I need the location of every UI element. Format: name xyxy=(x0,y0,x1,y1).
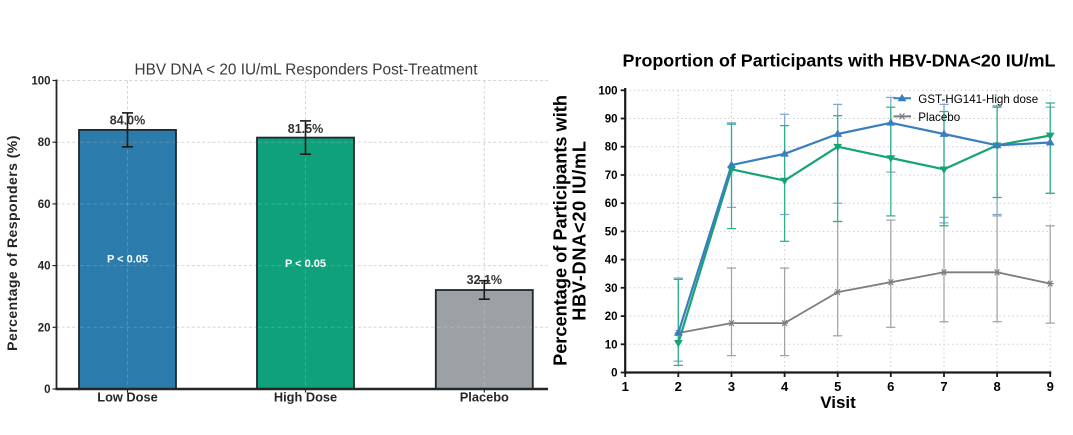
svg-text:Low Dose: Low Dose xyxy=(97,390,157,405)
svg-text:100: 100 xyxy=(598,85,617,97)
svg-text:80: 80 xyxy=(38,137,51,149)
svg-text:Placebo: Placebo xyxy=(460,390,509,405)
svg-text:84.0%: 84.0% xyxy=(110,114,145,128)
svg-text:Percentage of Participants wit: Percentage of Participants with xyxy=(551,95,571,366)
svg-text:4: 4 xyxy=(781,379,789,394)
svg-text:32.1%: 32.1% xyxy=(467,273,502,287)
svg-text:50: 50 xyxy=(605,226,618,238)
svg-text:20: 20 xyxy=(38,322,51,334)
svg-text:40: 40 xyxy=(605,255,618,267)
svg-text:HBV-DNA<20 IU/mL: HBV-DNA<20 IU/mL xyxy=(569,140,589,320)
svg-text:Percentage of Responders (%): Percentage of Responders (%) xyxy=(4,135,20,351)
svg-text:100: 100 xyxy=(31,76,50,88)
svg-text:20: 20 xyxy=(605,311,618,323)
svg-text:High Dose: High Dose xyxy=(274,390,337,405)
svg-text:P < 0.05: P < 0.05 xyxy=(285,258,326,270)
svg-text:2: 2 xyxy=(675,379,682,394)
svg-text:81.5%: 81.5% xyxy=(288,122,323,136)
svg-text:0: 0 xyxy=(44,384,50,396)
svg-text:80: 80 xyxy=(605,142,618,154)
svg-text:1: 1 xyxy=(622,379,629,394)
svg-text:Proportion of Participants wit: Proportion of Participants with HBV-DNA<… xyxy=(623,51,1056,71)
svg-text:3: 3 xyxy=(728,379,735,394)
svg-text:40: 40 xyxy=(38,261,51,273)
svg-text:70: 70 xyxy=(605,170,618,182)
svg-text:0: 0 xyxy=(611,368,617,380)
svg-text:90: 90 xyxy=(605,114,618,126)
svg-text:9: 9 xyxy=(1047,379,1054,394)
svg-text:7: 7 xyxy=(940,379,947,394)
svg-text:30: 30 xyxy=(605,283,618,295)
svg-text:8: 8 xyxy=(993,379,1000,394)
svg-text:HBV DNA < 20 IU/mL Responders: HBV DNA < 20 IU/mL Responders Post-Treat… xyxy=(135,62,479,79)
svg-text:60: 60 xyxy=(605,198,618,210)
svg-text:GST-HG141-High dose: GST-HG141-High dose xyxy=(918,93,1038,106)
svg-text:Visit: Visit xyxy=(820,393,856,412)
svg-text:5: 5 xyxy=(834,379,841,394)
svg-text:P < 0.05: P < 0.05 xyxy=(107,254,148,266)
svg-text:Placebo: Placebo xyxy=(918,111,960,124)
svg-text:10: 10 xyxy=(605,339,618,351)
svg-text:60: 60 xyxy=(38,199,51,211)
svg-text:6: 6 xyxy=(887,379,894,394)
